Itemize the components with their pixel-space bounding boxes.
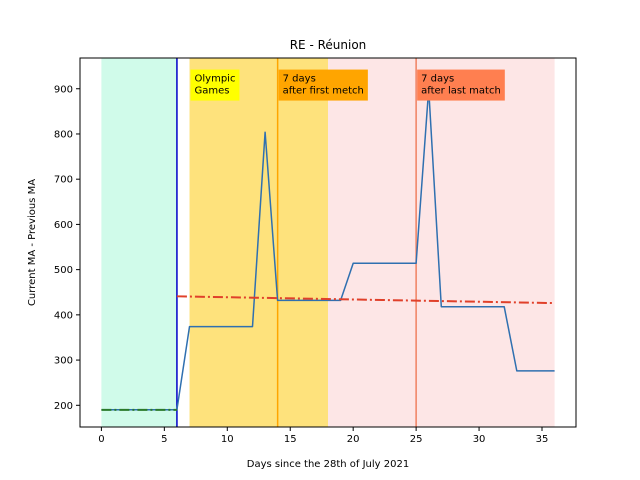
annotation-1: 7 days after first metch [278,69,368,101]
x-tick-label: 30 [473,434,486,445]
annotation-0: Olympic Games [190,69,240,101]
annotation-2: 7 days after last match [417,69,505,101]
x-tick-label: 0 [98,434,104,445]
x-tick-label: 25 [410,434,423,445]
annotation-text-2: 7 days after last match [421,74,501,97]
annotation-line-2-1: after last match [421,86,501,97]
y-tick-label: 200 [54,401,73,412]
y-tick-label: 500 [54,265,73,276]
y-tick-label: 600 [54,220,73,231]
chart-title: RE - Réunion [290,38,367,52]
span-2 [328,58,555,427]
span-1 [189,58,328,427]
y-tick-label: 300 [54,356,73,367]
background-spans [101,58,555,427]
x-axis-ticks: 0 5 10 15 20 25 30 35 [98,427,548,445]
x-tick-label: 15 [284,434,297,445]
x-tick-label: 10 [221,434,234,445]
annotation-line-1-1: after first metch [283,86,364,97]
y-tick-label: 400 [54,310,73,321]
annotation-line-0-1: Games [195,86,230,97]
annotation-box-2 [417,69,505,101]
y-tick-label: 900 [54,84,73,95]
annotation-line-1-0: 7 days [283,74,316,85]
x-tick-label: 20 [347,434,360,445]
annotation-line-2-0: 7 days [421,74,454,85]
y-tick-label: 700 [54,175,73,186]
y-tick-label: 800 [54,129,73,140]
trend-lines [101,295,555,411]
annotation-box-1 [278,69,368,101]
annotation-text-0: Olympic Games [195,74,236,97]
annotation-line-0-0: Olympic [195,74,236,85]
plot-frame [79,57,577,428]
vertical-lines [176,58,417,427]
trend-line-1 [176,295,555,305]
y-axis-ticks: 200 300 400 500 600 700 800 900 [54,84,80,412]
y-axis-label: Current MA - Previous MA [27,179,38,306]
x-tick-label: 35 [536,434,549,445]
annotation-box-0 [190,69,240,101]
annotation-text-1: 7 days after first metch [283,74,364,97]
span-0 [101,58,177,427]
x-tick-label: 5 [161,434,167,445]
x-axis-label: Days since the 28th of July 2021 [247,459,409,470]
